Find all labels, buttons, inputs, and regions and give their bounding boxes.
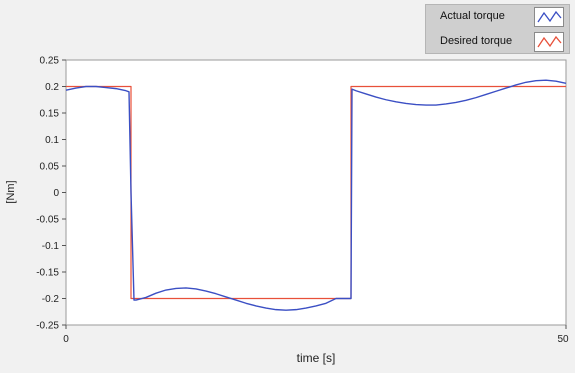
x-tick-label: 0 (63, 334, 69, 345)
y-tick-label: -0.05 (36, 215, 59, 226)
y-tick-label: -0.1 (42, 241, 60, 252)
y-tick-label: -0.15 (36, 268, 59, 279)
y-tick-label: 0.05 (40, 162, 60, 173)
x-tick-label: 50 (557, 334, 569, 345)
y-tick-label: 0.2 (45, 82, 59, 93)
legend-swatch-desired (534, 32, 564, 52)
legend: Actual torque Desired torque (425, 4, 570, 54)
y-tick-label: 0.15 (40, 109, 60, 120)
x-axis-ticks: 0 50 (63, 325, 569, 345)
y-tick-label: -0.25 (36, 321, 59, 332)
y-tick-label: -0.2 (42, 294, 60, 305)
x-axis-label: time [s] (297, 351, 336, 365)
legend-swatch-actual (534, 7, 564, 27)
y-axis-label: [Nm] (5, 180, 17, 203)
legend-label-desired: Desired torque (440, 35, 513, 47)
y-tick-label: 0.25 (40, 56, 60, 67)
legend-item-actual: Actual torque (426, 5, 571, 29)
plot-area (65, 59, 567, 326)
y-tick-label: 0 (53, 188, 59, 199)
series-lines (65, 79, 567, 311)
desired-swatch-line (537, 35, 562, 48)
y-tick-label: 0.1 (45, 135, 59, 146)
actual-torque-line (65, 79, 567, 311)
legend-item-desired: Desired torque (426, 30, 571, 54)
desired-torque-line (66, 85, 566, 300)
actual-swatch-line (537, 10, 562, 23)
y-axis-ticks: 0.25 0.2 0.15 0.1 0.05 0 -0.05 -0.1 -0.15 -0.2 -0.… (36, 56, 66, 332)
legend-label-actual: Actual torque (440, 10, 505, 22)
